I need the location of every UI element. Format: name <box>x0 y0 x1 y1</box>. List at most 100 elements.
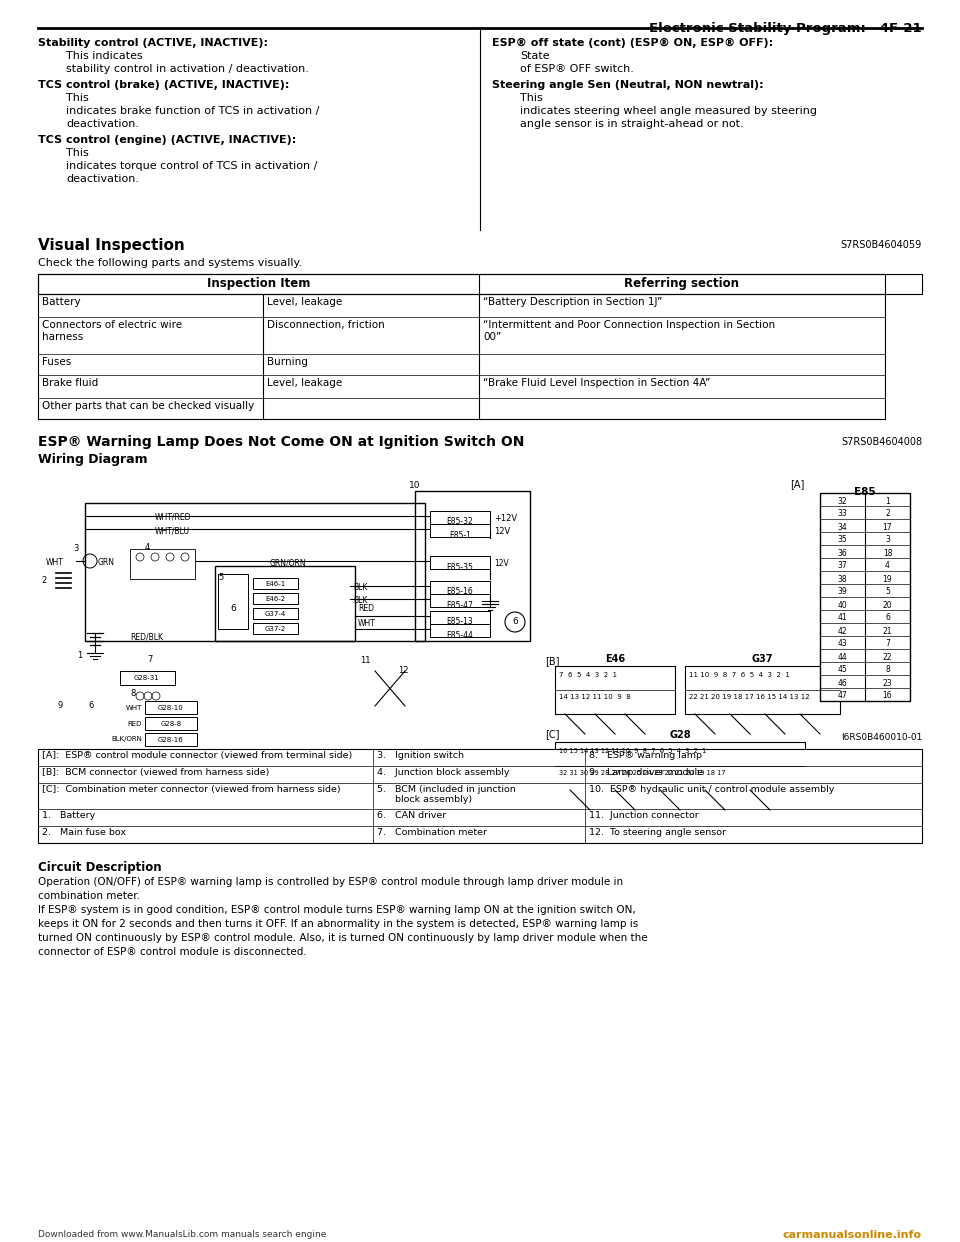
Text: 16 15 14 13 12 11 10  9  8  7  6  5  4  3  2  1: 16 15 14 13 12 11 10 9 8 7 6 5 4 3 2 1 <box>559 748 707 754</box>
Bar <box>430 623 490 637</box>
Text: E46-1: E46-1 <box>265 581 286 587</box>
Text: deactivation.: deactivation. <box>66 119 139 129</box>
Bar <box>865 571 910 584</box>
Text: 1.   Battery: 1. Battery <box>42 811 95 820</box>
Text: G28: G28 <box>669 730 691 740</box>
Text: Disconnection, friction: Disconnection, friction <box>267 320 385 330</box>
Text: Circuit Description: Circuit Description <box>38 861 161 874</box>
Bar <box>865 558 910 571</box>
Text: Level, leakage: Level, leakage <box>267 297 343 307</box>
Text: keeps it ON for 2 seconds and then turns it OFF. If an abnormality in the system: keeps it ON for 2 seconds and then turns… <box>38 919 638 929</box>
Bar <box>820 662 865 674</box>
Text: 2.   Main fuse box: 2. Main fuse box <box>42 828 126 837</box>
Bar <box>85 503 425 641</box>
Text: ESP® Warning Lamp Does Not Come ON at Ignition Switch ON: ESP® Warning Lamp Does Not Come ON at Ig… <box>38 435 524 450</box>
Text: GRN/ORN: GRN/ORN <box>270 558 306 568</box>
Text: E85-16: E85-16 <box>446 587 473 596</box>
Text: 1: 1 <box>885 497 890 505</box>
Text: 32: 32 <box>838 497 848 505</box>
Bar <box>253 623 298 633</box>
Bar <box>820 597 865 610</box>
Text: G28-31: G28-31 <box>134 674 160 681</box>
Text: WHT: WHT <box>358 619 376 628</box>
Text: E85-44: E85-44 <box>446 631 473 640</box>
Text: State: State <box>520 51 550 61</box>
Bar <box>430 510 490 524</box>
Text: 20: 20 <box>882 600 892 610</box>
Bar <box>820 636 865 650</box>
Bar <box>820 610 865 623</box>
Text: 7: 7 <box>885 640 890 648</box>
Text: 8: 8 <box>885 666 890 674</box>
Text: 7.   Combination meter: 7. Combination meter <box>377 828 487 837</box>
Text: 9.   Lamp driver module: 9. Lamp driver module <box>589 768 703 777</box>
Text: This: This <box>66 148 88 158</box>
Text: connector of ESP® control module is disconnected.: connector of ESP® control module is disc… <box>38 946 307 958</box>
Text: S7RS0B4604059: S7RS0B4604059 <box>841 240 922 250</box>
Text: Other parts that can be checked visually: Other parts that can be checked visually <box>42 401 254 411</box>
Bar <box>865 674 910 688</box>
Text: 40: 40 <box>838 600 848 610</box>
Bar <box>820 545 865 558</box>
Text: This indicates: This indicates <box>66 51 143 61</box>
Bar <box>555 741 805 790</box>
Text: indicates brake function of TCS in activation /: indicates brake function of TCS in activ… <box>66 106 320 116</box>
Text: [C]: [C] <box>545 729 560 739</box>
Text: 10.  ESP® hydraulic unit / control module assembly: 10. ESP® hydraulic unit / control module… <box>589 785 834 794</box>
Text: 1: 1 <box>77 651 83 660</box>
Text: 41: 41 <box>838 614 848 622</box>
Bar <box>820 688 865 700</box>
Bar <box>430 556 490 569</box>
Text: 3.   Ignition switch: 3. Ignition switch <box>377 751 464 760</box>
Text: 5: 5 <box>885 587 890 596</box>
Bar <box>820 584 865 597</box>
Text: [A]:  ESP® control module connector (viewed from terminal side): [A]: ESP® control module connector (view… <box>42 751 352 760</box>
Bar <box>865 584 910 597</box>
Text: E46-2: E46-2 <box>265 596 285 602</box>
Text: 6: 6 <box>885 614 890 622</box>
Text: RED: RED <box>358 604 374 614</box>
Text: [A]: [A] <box>790 479 804 489</box>
Text: 11 10  9  8  7  6  5  4  3  2  1: 11 10 9 8 7 6 5 4 3 2 1 <box>689 672 790 678</box>
Text: Check the following parts and systems visually.: Check the following parts and systems vi… <box>38 258 302 268</box>
Bar <box>430 611 490 623</box>
Text: 6: 6 <box>88 700 93 710</box>
Text: G28-8: G28-8 <box>160 720 181 727</box>
Text: 37: 37 <box>838 561 848 570</box>
Text: 2: 2 <box>41 576 46 585</box>
Text: BLK: BLK <box>353 582 368 592</box>
Text: If ESP® system is in good condition, ESP® control module turns ESP® warning lamp: If ESP® system is in good condition, ESP… <box>38 905 636 915</box>
Text: [B]: [B] <box>545 656 560 666</box>
Bar <box>865 688 910 700</box>
Bar <box>145 717 197 730</box>
Text: carmanualsonline.info: carmanualsonline.info <box>782 1230 922 1240</box>
Text: 5.   BCM (included in junction
      block assembly): 5. BCM (included in junction block assem… <box>377 785 516 805</box>
Text: S7RS0B4604008: S7RS0B4604008 <box>841 437 922 447</box>
Text: Visual Inspection: Visual Inspection <box>38 238 184 253</box>
Bar <box>820 674 865 688</box>
Text: 3: 3 <box>73 544 79 553</box>
Bar <box>253 609 298 619</box>
Text: TCS control (engine) (ACTIVE, INACTIVE):: TCS control (engine) (ACTIVE, INACTIVE): <box>38 135 297 145</box>
Text: TCS control (brake) (ACTIVE, INACTIVE):: TCS control (brake) (ACTIVE, INACTIVE): <box>38 79 289 89</box>
Text: 3: 3 <box>885 535 890 544</box>
Text: 4: 4 <box>145 543 151 551</box>
Bar <box>430 581 490 594</box>
Text: 36: 36 <box>838 549 848 558</box>
Text: 6: 6 <box>512 616 517 626</box>
Text: [C]:  Combination meter connector (viewed from harness side): [C]: Combination meter connector (viewed… <box>42 785 341 794</box>
Text: GRN: GRN <box>98 558 115 568</box>
Text: 7  6  5  4  3  2  1: 7 6 5 4 3 2 1 <box>559 672 617 678</box>
Text: 17: 17 <box>882 523 892 532</box>
Text: BLK/ORN: BLK/ORN <box>111 737 142 743</box>
Text: 5: 5 <box>218 573 224 582</box>
Text: RED: RED <box>128 720 142 727</box>
Text: 12.  To steering angle sensor: 12. To steering angle sensor <box>589 828 726 837</box>
Text: 38: 38 <box>838 575 848 584</box>
Text: E46: E46 <box>605 655 625 664</box>
Bar <box>865 636 910 650</box>
Text: indicates torque control of TCS in activation /: indicates torque control of TCS in activ… <box>66 161 318 171</box>
Text: 46: 46 <box>838 678 848 688</box>
Text: deactivation.: deactivation. <box>66 174 139 184</box>
Text: 32 31 30 29 28 27 26 25 24 23 22 21 20 19 18 17: 32 31 30 29 28 27 26 25 24 23 22 21 20 1… <box>559 770 726 776</box>
